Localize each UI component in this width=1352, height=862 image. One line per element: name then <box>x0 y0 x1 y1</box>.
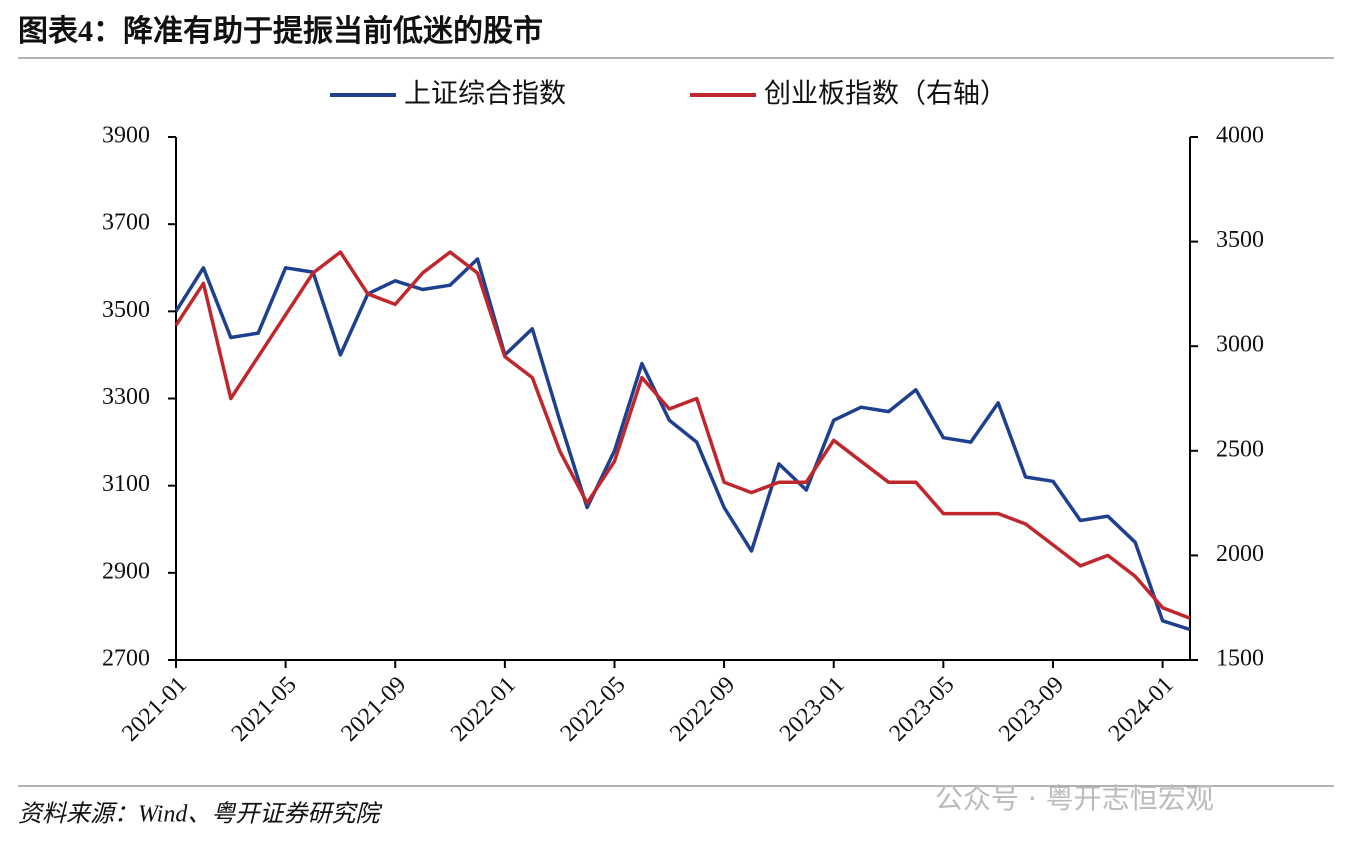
chart-title: 图表4：降准有助于提振当前低迷的股市 <box>18 14 543 48</box>
y-tick-label: 2900 <box>102 558 150 584</box>
y2-tick-label: 1500 <box>1216 646 1264 672</box>
x-tick-label: 2022-05 <box>556 672 631 747</box>
x-tick-label: 2023-05 <box>885 672 960 747</box>
x-tick-label: 2022-01 <box>446 672 521 747</box>
x-tick-label: 2022-09 <box>665 672 740 747</box>
watermark: 公众号 · 粤开志恒宏观 <box>935 782 1214 815</box>
y-tick-label: 3900 <box>102 123 150 149</box>
y2-tick-label: 2000 <box>1216 541 1264 567</box>
source: 资料来源：Wind、粤开证券研究院 <box>18 801 383 828</box>
y2-tick-label: 4000 <box>1216 123 1264 149</box>
y-tick-label: 3700 <box>102 210 150 236</box>
line-series <box>174 257 1191 632</box>
line-series <box>174 250 1191 620</box>
x-tick-label: 2021-09 <box>336 672 411 747</box>
x-tick-label: 2023-01 <box>775 672 850 747</box>
y2-tick-label: 3500 <box>1216 227 1264 253</box>
x-tick-label: 2021-05 <box>227 672 302 747</box>
y-tick-label: 3500 <box>102 297 150 323</box>
y2-tick-label: 2500 <box>1216 436 1264 462</box>
y2-tick-label: 3000 <box>1216 332 1264 358</box>
x-tick-label: 2021-01 <box>117 672 192 747</box>
x-tick-label: 2023-09 <box>994 672 1069 747</box>
legend-label: 上证综合指数 <box>404 79 566 110</box>
y-tick-label: 2700 <box>102 646 150 672</box>
y-tick-label: 3300 <box>102 384 150 410</box>
legend-label: 创业板指数（右轴） <box>764 79 1007 110</box>
x-tick-label: 2024-01 <box>1104 672 1179 747</box>
y-tick-label: 3100 <box>102 471 150 497</box>
